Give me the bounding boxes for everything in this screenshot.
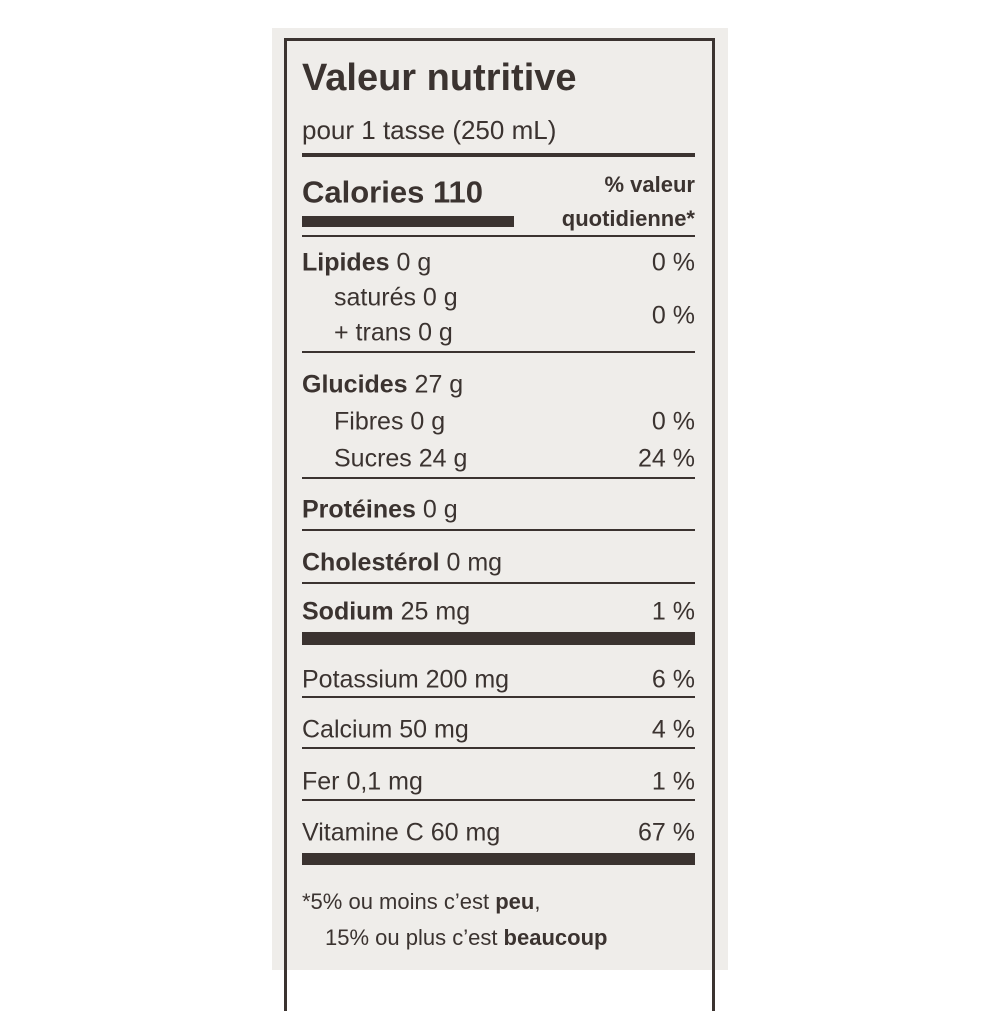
rule xyxy=(302,529,695,531)
rule xyxy=(302,799,695,801)
daily-value: 0 % xyxy=(651,301,695,330)
nutrient-amount: 27 g xyxy=(414,370,464,399)
footnote-part: , xyxy=(534,889,541,914)
daily-value: 1 % xyxy=(651,597,695,626)
rule xyxy=(302,696,695,698)
title: Valeur nutritive xyxy=(302,57,577,99)
nutrient-row: Calcium 50 mg xyxy=(302,715,469,744)
nutrient-amount: 25 mg xyxy=(400,597,471,626)
daily-value: 6 % xyxy=(651,665,695,694)
calories-label: Calories xyxy=(302,174,425,210)
nutrient-name: Sodium xyxy=(302,597,394,626)
nutrient-amount: 0 g xyxy=(422,495,458,524)
label-background xyxy=(272,28,728,970)
sub-nutrient: Sucres 24 g xyxy=(334,444,468,473)
daily-value: 4 % xyxy=(651,715,695,744)
footnote-part: *5% ou moins c’est xyxy=(302,889,496,914)
nutrient-row: Protéines 0 g xyxy=(302,495,458,524)
sub-nutrient: Fibres 0 g xyxy=(334,407,446,436)
sub-nutrient: + trans 0 g xyxy=(334,318,453,347)
rule xyxy=(302,235,695,237)
serving: pour 1 tasse (250 mL) xyxy=(302,115,557,145)
nutrient-row: Cholestérol 0 mg xyxy=(302,548,503,577)
nutrient-row: Fer 0,1 mg xyxy=(302,767,423,796)
rule xyxy=(302,477,695,479)
nutrient-name: Lipides xyxy=(302,248,390,277)
daily-value: 67 % xyxy=(638,818,695,847)
rule xyxy=(302,853,695,865)
nutrient-row: Sodium 25 mg xyxy=(302,597,471,626)
daily-value: 0 % xyxy=(651,407,695,436)
nutrient-row: Vitamine C 60 mg xyxy=(302,818,501,847)
footnote: *5% ou moins c’est peu, xyxy=(302,891,540,913)
footnote-part: peu xyxy=(495,889,535,914)
nutrient-name: Protéines xyxy=(302,495,416,524)
calories: Calories 110 xyxy=(302,177,483,208)
dv-header: quotidienne* xyxy=(561,206,695,231)
rule xyxy=(302,153,695,157)
nutrient-row: Potassium 200 mg xyxy=(302,665,510,694)
daily-value: 1 % xyxy=(651,767,695,796)
daily-value: 0 % xyxy=(651,248,695,277)
nutrient-amount: 0 mg xyxy=(446,548,503,577)
footnote: 15% ou plus c’est beaucoup xyxy=(325,927,607,949)
nutrient-name: Cholestérol xyxy=(302,548,440,577)
nutrient-row: Lipides 0 g xyxy=(302,248,432,277)
nutrient-amount: 0 g xyxy=(396,248,432,277)
daily-value: 24 % xyxy=(638,444,695,473)
rule xyxy=(302,632,695,645)
rule xyxy=(302,582,695,584)
sub-nutrient: saturés 0 g xyxy=(334,283,458,312)
calories-value: 110 xyxy=(432,174,483,210)
rule xyxy=(302,351,695,353)
footnote-part: beaucoup xyxy=(503,925,608,950)
rule xyxy=(302,747,695,749)
nutrient-name: Glucides xyxy=(302,370,408,399)
footnote-part: 15% ou plus c’est xyxy=(325,925,504,950)
label-border xyxy=(284,38,715,1011)
rule xyxy=(302,216,514,227)
nutrient-row: Glucides 27 g xyxy=(302,370,464,399)
dv-header: % valeur xyxy=(604,172,696,197)
